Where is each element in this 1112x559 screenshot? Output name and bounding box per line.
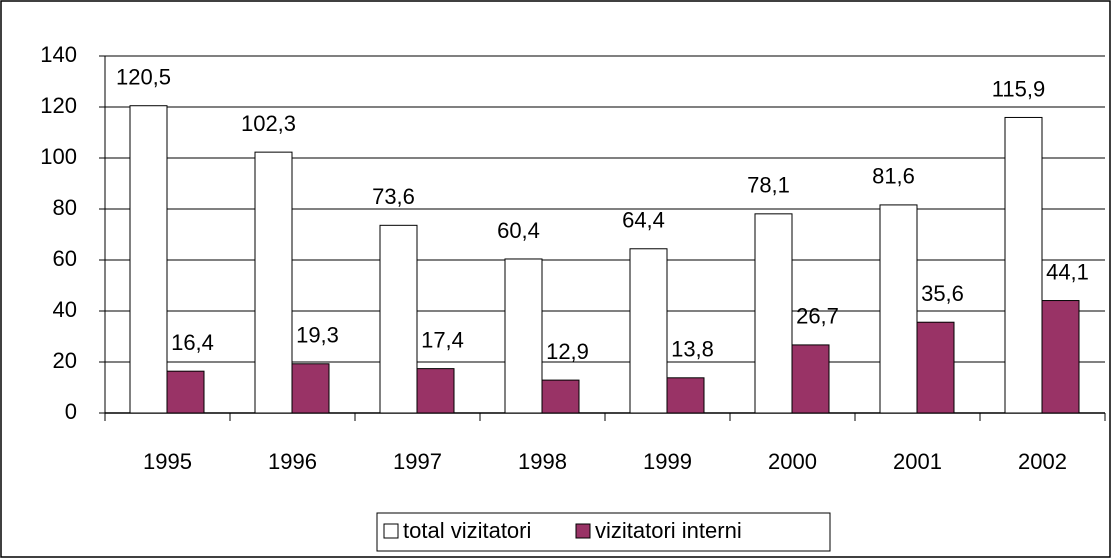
x-tick-label: 2001	[893, 449, 942, 474]
y-tick-label: 80	[53, 195, 77, 220]
bar	[291, 363, 330, 414]
bar	[754, 213, 793, 414]
data-label: 102,3	[241, 111, 296, 136]
bar	[666, 377, 705, 414]
bar	[416, 368, 455, 414]
x-tick-label: 1995	[143, 449, 192, 474]
bar	[629, 248, 668, 414]
data-label: 19,3	[296, 323, 339, 348]
bar	[916, 321, 955, 414]
bar	[791, 344, 830, 414]
data-label: 26,7	[796, 304, 839, 329]
y-tick-label: 100	[40, 144, 77, 169]
data-label: 60,4	[497, 218, 540, 243]
data-label: 115,9	[992, 76, 1045, 101]
data-label: 35,6	[921, 281, 964, 306]
bar	[1041, 300, 1080, 414]
data-label: 12,9	[546, 339, 589, 364]
data-label: 120,5	[116, 65, 171, 90]
bar	[541, 379, 580, 414]
bar	[129, 105, 168, 414]
x-tick-label: 1999	[643, 449, 692, 474]
bar	[379, 224, 418, 414]
y-tick-label: 0	[65, 399, 77, 424]
data-label: 17,4	[421, 327, 464, 352]
bar	[254, 151, 293, 414]
data-label: 64,4	[622, 208, 665, 233]
data-label: 78,1	[747, 173, 790, 198]
bar	[1004, 116, 1043, 414]
y-tick-label: 60	[53, 246, 77, 271]
legend-label: total vizitatori	[403, 518, 531, 543]
y-tick-label: 40	[53, 297, 77, 322]
x-tick-label: 2000	[768, 449, 817, 474]
data-label: 16,4	[171, 330, 214, 355]
legend-swatch	[383, 523, 399, 539]
bar	[879, 204, 918, 414]
x-tick-label: 1996	[268, 449, 317, 474]
data-label: 44,1	[1046, 259, 1089, 284]
y-tick-label: 140	[40, 42, 77, 67]
bar	[166, 370, 205, 414]
bar	[504, 258, 543, 414]
data-label: 81,6	[872, 164, 915, 189]
data-label: 73,6	[372, 184, 415, 209]
legend-label: vizitatori interni	[595, 518, 742, 543]
legend-swatch	[575, 523, 591, 539]
x-tick-label: 1997	[393, 449, 442, 474]
x-tick-label: 2002	[1018, 449, 1067, 474]
y-tick-label: 20	[53, 348, 77, 373]
data-label: 13,8	[671, 337, 714, 362]
y-tick-label: 120	[40, 93, 77, 118]
legend-box	[376, 512, 831, 552]
x-tick-label: 1998	[518, 449, 567, 474]
